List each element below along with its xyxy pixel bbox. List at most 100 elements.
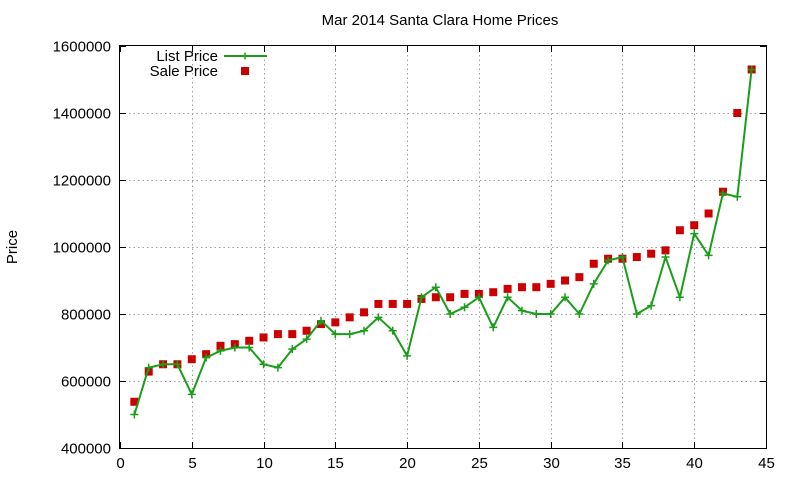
sale-price-point: [374, 299, 383, 308]
legend-marker-sale-price: [241, 67, 249, 75]
sale-price-point: [690, 221, 699, 230]
list-price-line: [133, 69, 753, 415]
x-tick-label: 40: [686, 455, 703, 472]
list-price-point: [675, 293, 684, 302]
sale-price-point: [532, 283, 541, 292]
sale-price-point: [632, 253, 641, 262]
list-price-point: [417, 293, 426, 302]
x-tick-label: 20: [399, 455, 416, 472]
list-price-point: [460, 303, 469, 312]
plot-frame: [119, 45, 767, 449]
x-tick-label: 10: [256, 455, 273, 472]
sale-price-point: [704, 209, 713, 218]
sale-price-point: [546, 279, 555, 288]
sale-price-point: [144, 367, 153, 376]
list-price-point: [474, 293, 483, 302]
tick-labels: 0 5 10 15 20 25 30 35 40 45 400000 600000 800000 1000…: [53, 39, 775, 473]
y-tick-label: 1600000: [53, 39, 111, 56]
sale-price-point: [302, 326, 311, 335]
list-price-point: [747, 65, 756, 74]
x-tick-label: 15: [327, 455, 344, 472]
y-tick-label: 1200000: [53, 173, 111, 190]
y-tick-label: 1400000: [53, 106, 111, 123]
sale-price-point: [245, 336, 254, 345]
sale-price-point: [403, 299, 412, 308]
list-price-point: [144, 363, 153, 372]
list-price-point: [230, 343, 239, 352]
sale-price-point: [647, 249, 656, 258]
list-price-point: [288, 345, 297, 354]
list-price-point: [647, 301, 656, 310]
sale-price-point: [675, 226, 684, 235]
list-price-point: [316, 316, 325, 325]
list-price-point: [431, 283, 440, 292]
x-tick-label: 0: [116, 455, 124, 472]
sale-price-point: [331, 318, 340, 327]
list-price-point: [302, 335, 311, 344]
list-price-point: [245, 343, 254, 352]
list-price-point: [446, 310, 455, 318]
list-price-point: [489, 323, 498, 332]
sale-price-point: [259, 333, 268, 342]
sale-price-point: [216, 341, 225, 350]
list-price-point: [661, 253, 670, 262]
sale-price-point: [589, 259, 598, 268]
list-price-point: [345, 330, 354, 339]
list-price-point: [130, 410, 139, 419]
list-price-point: [159, 360, 168, 369]
list-price-point: [216, 346, 225, 355]
list-price-point: [173, 360, 182, 369]
x-tick-label: 35: [614, 455, 631, 472]
list-price-point: [733, 192, 742, 201]
list-price-point: [187, 390, 196, 399]
y-tick-label: 800000: [61, 307, 111, 324]
axis-ticks: [120, 46, 767, 449]
sale-price-point: [388, 299, 397, 308]
list-price-point: [690, 229, 699, 238]
sale-price-point: [561, 276, 570, 285]
sale-price-point: [288, 330, 297, 339]
chart-title: Mar 2014 Santa Clara Home Prices: [322, 12, 559, 29]
sale-price-point: [345, 313, 354, 322]
list-price-point: [403, 351, 412, 360]
legend-label-sale-price: Sale Price: [150, 63, 218, 80]
sale-price-point: [273, 330, 282, 339]
list-price-point: [331, 330, 340, 339]
list-price-point: [259, 360, 268, 369]
y-tick-label: 1000000: [53, 240, 111, 257]
x-tick-label: 45: [758, 455, 775, 472]
list-price-point: [273, 363, 282, 372]
list-price-point: [388, 326, 397, 335]
sale-price-point: [130, 397, 139, 406]
sale-price-point: [446, 293, 455, 302]
list-price-point: [718, 189, 727, 198]
list-price-point: [202, 353, 211, 362]
sale-price-point: [360, 308, 369, 317]
list-price-point: [632, 310, 641, 318]
legend-label-list-price: List Price: [156, 48, 218, 65]
sale-price-point: [517, 283, 526, 292]
list-price-point: [604, 256, 613, 265]
y-tick-label: 400000: [61, 441, 111, 458]
x-tick-label: 25: [471, 455, 488, 472]
list-price-point: [374, 313, 383, 322]
list-price-point: [360, 326, 369, 335]
list-price-point: [561, 293, 570, 302]
sale-price-point: [489, 288, 498, 297]
y-axis-label: Price: [4, 230, 21, 264]
sale-price-point: [575, 273, 584, 282]
list-price-point: [532, 310, 541, 318]
list-price-point: [546, 310, 555, 318]
sale-price-point: [187, 355, 196, 364]
data-series: [130, 65, 756, 419]
x-tick-label: 5: [188, 455, 196, 472]
sale-price-point: [431, 293, 440, 302]
sale-price-point: [460, 289, 469, 298]
list-price-point: [618, 253, 627, 262]
legend: List Price Sale Price: [150, 48, 267, 80]
list-price-point: [503, 293, 512, 302]
list-price-point: [589, 279, 598, 288]
y-tick-label: 600000: [61, 374, 111, 391]
list-price-point: [517, 306, 526, 315]
